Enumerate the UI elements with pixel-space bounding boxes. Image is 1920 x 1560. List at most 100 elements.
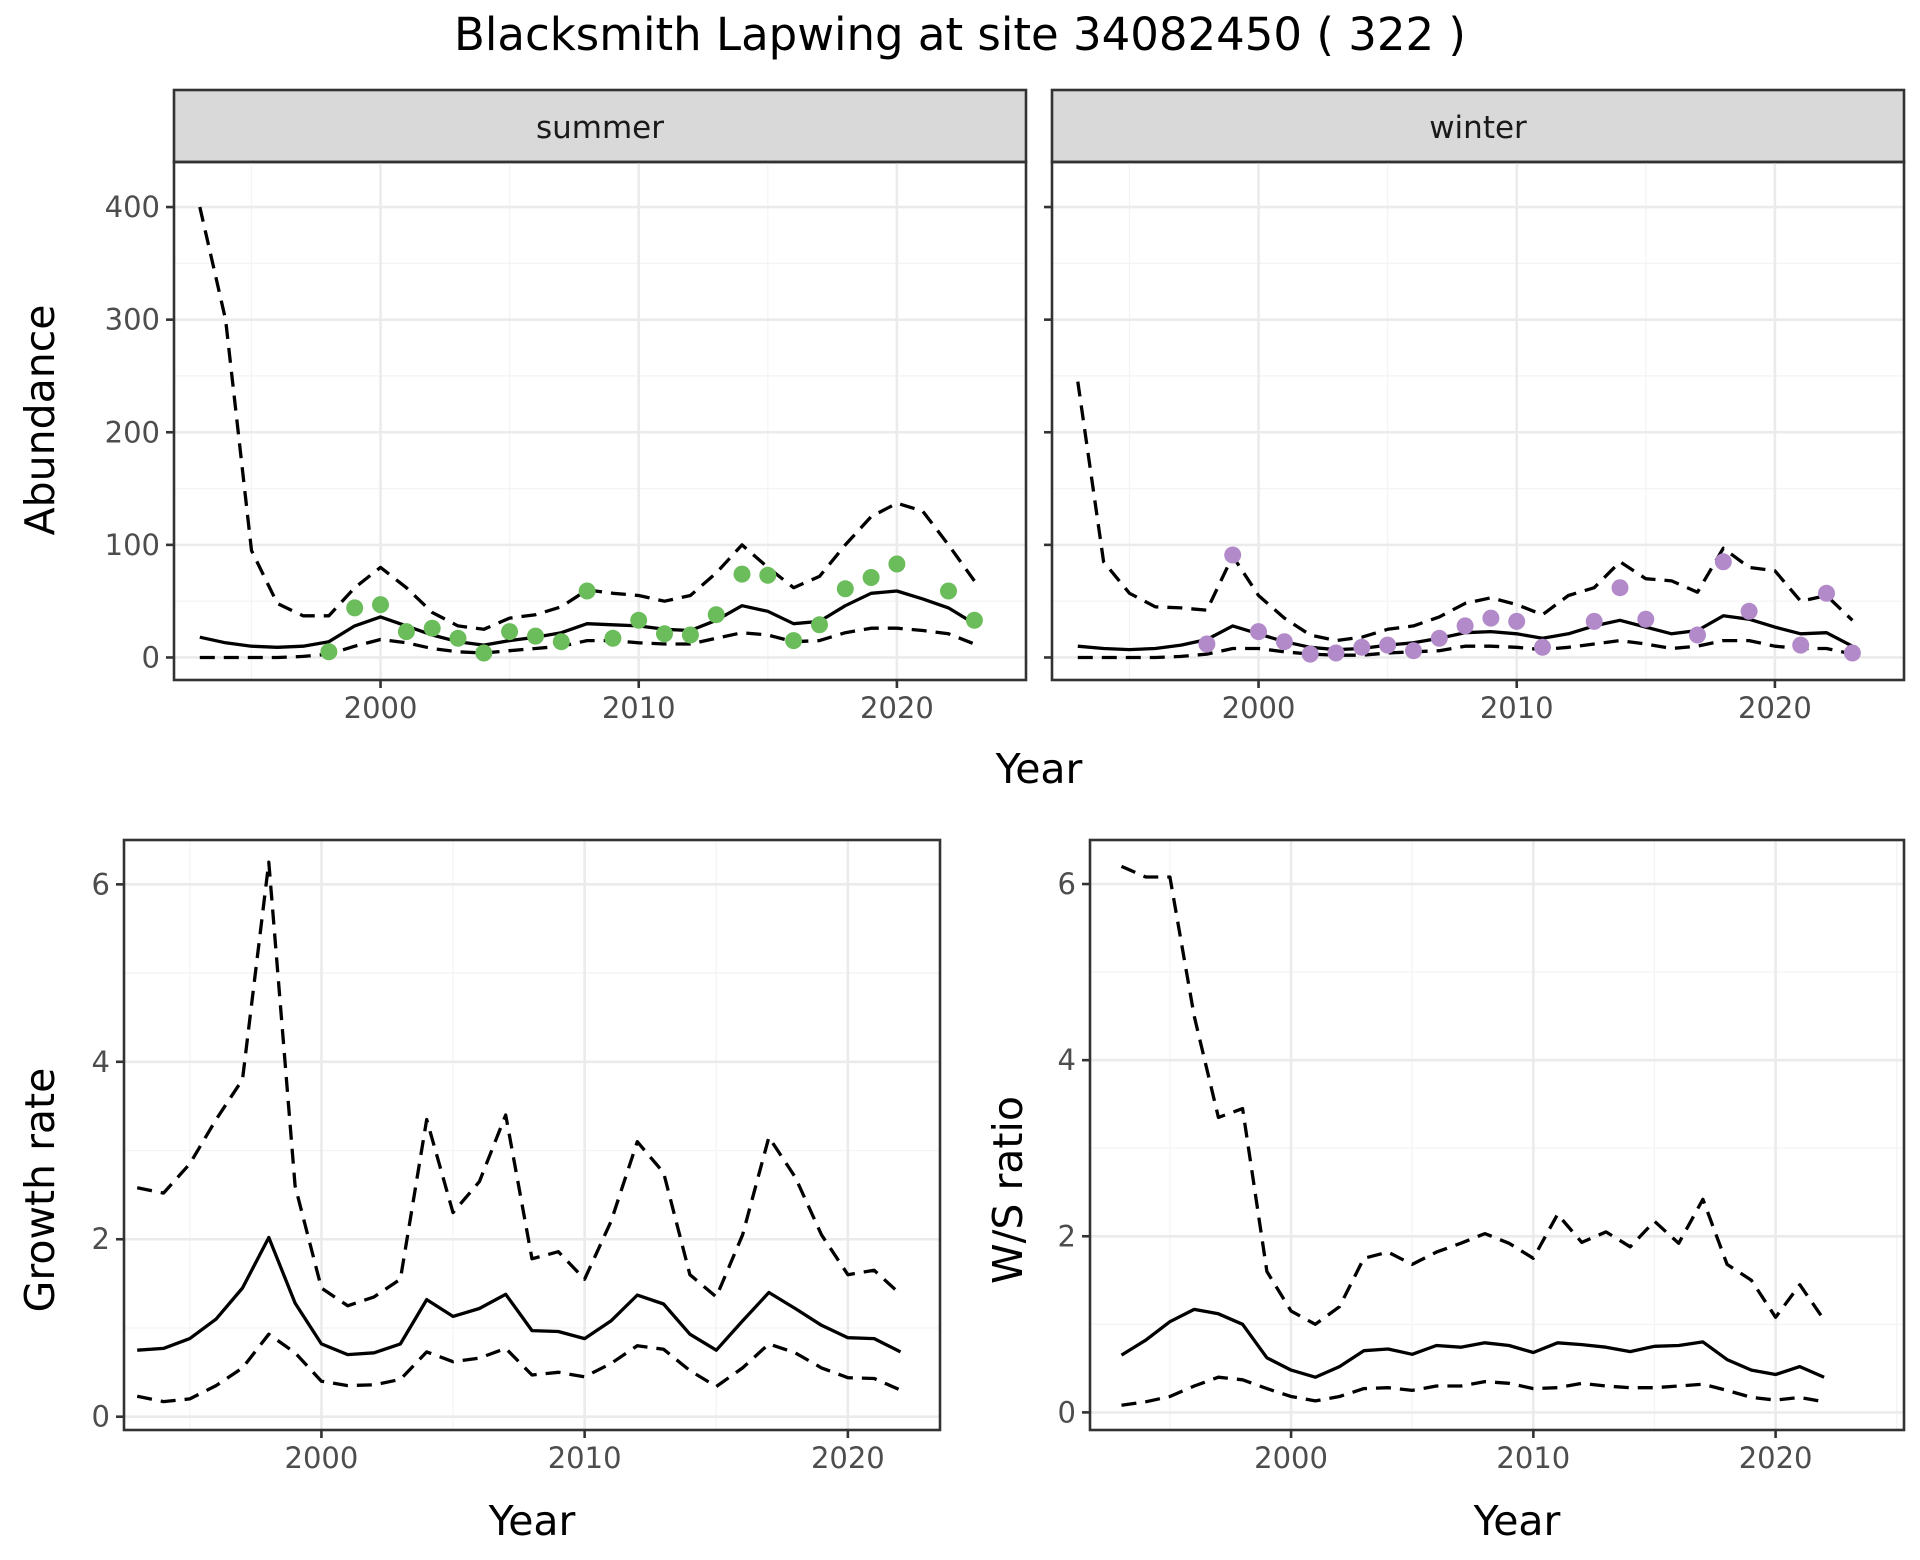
upper-line <box>1076 381 1854 643</box>
observed-point <box>759 566 777 584</box>
observed-point <box>1508 612 1526 630</box>
estimate-line <box>199 589 976 649</box>
y-tick-label: 2 <box>92 1222 110 1256</box>
observed-point <box>320 643 338 661</box>
observed-point <box>1740 602 1758 620</box>
observed-point <box>1275 633 1293 651</box>
abundance-y-axis-title: Abundance <box>16 305 64 536</box>
x-tick-label: 2020 <box>1738 691 1812 725</box>
ws-ratio-panel: 2000 2010 2020 0 2 4 6 <box>1058 838 1906 1475</box>
upper-line <box>136 860 902 1308</box>
observed-point <box>1198 635 1216 653</box>
winter-strip-label: winter <box>1429 110 1527 146</box>
observed-point <box>1714 553 1732 571</box>
summer-strip: summer <box>172 88 1028 164</box>
observed-point <box>449 629 467 647</box>
observed-point <box>346 599 364 617</box>
observed-point <box>733 565 751 583</box>
x-tick-label: 2000 <box>1222 691 1296 725</box>
summer-abundance-panel: 2000 2010 2020 0 100 200 300 400 <box>105 160 1028 725</box>
ws-ratio-y-axis-title: W/S ratio <box>984 1096 1032 1284</box>
observed-point <box>656 625 673 643</box>
x-tick-label: 2010 <box>1496 1441 1570 1475</box>
observed-point <box>604 629 622 647</box>
observed-point <box>1843 644 1861 662</box>
x-tick-label: 2010 <box>1480 691 1554 725</box>
observed-point <box>1327 644 1345 662</box>
observed-point <box>372 596 389 614</box>
observed-point <box>1456 617 1474 635</box>
observed-point <box>1818 584 1835 602</box>
y-tick-label: 200 <box>105 415 160 449</box>
observed-point <box>1405 642 1422 660</box>
y-tick-label: 6 <box>1058 867 1076 901</box>
x-tick-label: 2020 <box>1739 1441 1813 1475</box>
y-tick-label: 6 <box>92 867 110 901</box>
y-tick-label: 400 <box>105 190 160 224</box>
observed-point <box>475 644 493 662</box>
upper-line <box>198 206 976 631</box>
lower-line <box>136 1332 902 1404</box>
observed-point <box>1482 609 1500 627</box>
observed-point <box>862 569 880 586</box>
growth-y-axis-title: Growth rate <box>16 1068 64 1313</box>
winter-strip: winter <box>1050 88 1906 164</box>
observed-point <box>1379 636 1397 654</box>
observed-point <box>630 611 648 629</box>
y-tick-label: 100 <box>105 528 160 562</box>
observed-point <box>811 616 828 634</box>
observed-point <box>1534 638 1551 656</box>
observed-point <box>527 627 544 645</box>
lower-line <box>1077 638 1853 660</box>
observed-point <box>940 582 957 600</box>
observed-point <box>501 623 519 641</box>
observed-point <box>423 619 441 637</box>
observed-point <box>1430 629 1448 647</box>
observed-point <box>1301 645 1319 663</box>
observed-point <box>1353 638 1371 656</box>
observed-point <box>578 582 596 600</box>
x-tick-label: 2020 <box>860 691 934 725</box>
x-tick-label: 2000 <box>285 1441 359 1475</box>
observed-point <box>1689 626 1706 644</box>
y-tick-label: 4 <box>92 1045 110 1079</box>
y-tick-label: 0 <box>1058 1395 1076 1429</box>
y-tick-label: 300 <box>105 303 160 337</box>
y-tick-label: 4 <box>1058 1043 1076 1077</box>
observed-point <box>1611 579 1629 597</box>
estimate-line <box>137 1235 902 1357</box>
x-tick-label: 2010 <box>602 691 676 725</box>
panel-border <box>1088 838 1906 1432</box>
facet-x-axis-title: Year <box>995 745 1083 793</box>
observed-point <box>965 611 983 629</box>
x-tick-label: 2000 <box>1254 1441 1328 1475</box>
panel-border <box>1050 160 1906 682</box>
y-tick-label: 0 <box>92 1400 110 1434</box>
observed-point <box>836 580 854 598</box>
x-tick-label: 2000 <box>344 691 418 725</box>
panel-border <box>172 160 1028 682</box>
observed-point <box>1250 623 1267 641</box>
growth-rate-panel: 2000 2010 2020 0 2 4 6 <box>92 838 942 1475</box>
x-tick-label: 2020 <box>811 1441 885 1475</box>
lower-line <box>1121 1375 1825 1407</box>
panel-border <box>122 838 942 1432</box>
observed-point <box>1792 636 1810 654</box>
y-tick-label: 0 <box>142 640 160 674</box>
ws-ratio-x-axis-title: Year <box>1473 1497 1561 1545</box>
y-tick-label: 2 <box>1058 1219 1076 1253</box>
observed-point <box>888 555 906 573</box>
observed-point <box>785 632 803 650</box>
figure-title: Blacksmith Lapwing at site 34082450 ( 32… <box>454 8 1466 61</box>
observed-point <box>1637 610 1655 628</box>
observed-point <box>552 633 570 651</box>
observed-point <box>1224 546 1242 564</box>
summer-strip-label: summer <box>536 110 664 146</box>
winter-abundance-panel: 2000 2010 2020 <box>1044 160 1906 725</box>
growth-x-axis-title: Year <box>488 1497 576 1545</box>
observed-point <box>707 606 725 624</box>
x-tick-label: 2010 <box>548 1441 622 1475</box>
upper-line <box>1120 864 1826 1326</box>
observed-point <box>681 626 699 644</box>
